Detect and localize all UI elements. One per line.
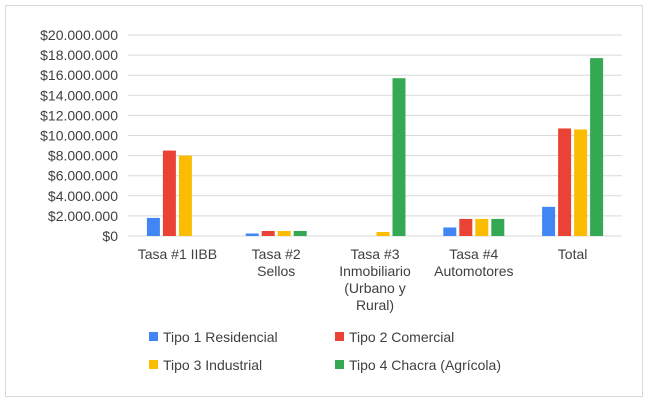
y-tick-label: $16.000.000 (40, 67, 118, 83)
y-axis-ticks: $0 $2.000.000 $4.000.000 $6.000.000 $8.000.0… (40, 27, 118, 244)
x-category-label: Tasa #3 Inmobiliario (Urbano y Rural) (339, 246, 411, 313)
y-tick-label: $0 (102, 228, 118, 244)
legend-label: Tipo 4 Chacra (Agrícola) (349, 357, 501, 373)
bar-tipo-3-industrial-4 (574, 129, 588, 236)
bar-tipo-2-comercial-0 (162, 150, 176, 236)
x-category-line: Automotores (434, 263, 513, 279)
y-tick-label: $6.000.000 (48, 168, 118, 184)
y-tick-label: $2.000.000 (48, 208, 118, 224)
bar-tipo-2-comercial-4 (558, 128, 572, 236)
x-category-label: Tasa #1 IIBB (138, 246, 217, 262)
bar-tipo-3-industrial-0 (178, 155, 192, 236)
bar-tipo-1-residencial-4 (542, 206, 556, 236)
gridlines (128, 34, 622, 237)
bars (146, 58, 604, 236)
y-tick-label: $14.000.000 (40, 87, 118, 103)
x-axis-categories: Tasa #1 IIBB Tasa #2 Sellos Tasa #3 Inmobili… (138, 246, 588, 313)
bar-tipo-3-industrial-3 (475, 218, 489, 236)
x-category-line: (Urbano y (344, 280, 405, 296)
x-category-label: Total (558, 246, 588, 262)
legend-label: Tipo 1 Residencial (163, 329, 278, 345)
bar-tipo-1-residencial-1 (245, 233, 259, 236)
x-category-line: Tasa #3 (350, 246, 399, 262)
chart-frame (5, 5, 643, 397)
legend-swatch (335, 332, 344, 341)
bar-tipo-1-residencial-0 (146, 217, 160, 236)
x-category-label: Tasa #4 Automotores (434, 246, 513, 279)
x-category-line: Tasa #1 IIBB (138, 246, 217, 262)
y-tick-label: $20.000.000 (40, 27, 118, 43)
legend-swatch (335, 360, 344, 369)
bar-tipo-4-chacra-agr-cola-4 (590, 58, 604, 236)
bar-tipo-4-chacra-agr-cola-3 (491, 218, 505, 236)
bar-tipo-4-chacra-agr-cola-1 (293, 230, 307, 236)
y-tick-label: $8.000.000 (48, 148, 118, 164)
bar-tipo-2-comercial-1 (261, 230, 275, 236)
y-tick-label: $18.000.000 (40, 47, 118, 63)
bar-tipo-3-industrial-2 (376, 231, 390, 236)
x-category-line: Total (558, 246, 588, 262)
x-category-label: Tasa #2 Sellos (252, 246, 301, 279)
x-category-line: Rural) (356, 297, 394, 313)
bar-tipo-4-chacra-agr-cola-2 (392, 78, 406, 236)
bar-tipo-1-residencial-3 (443, 227, 457, 236)
legend: Tipo 1 Residencial Tipo 2 Comercial Tipo 3… (149, 329, 501, 373)
x-category-line: Tasa #4 (449, 246, 498, 262)
y-tick-label: $12.000.000 (40, 107, 118, 123)
y-tick-label: $10.000.000 (40, 128, 118, 144)
bar-tipo-2-comercial-3 (459, 218, 473, 236)
y-tick-label: $4.000.000 (48, 188, 118, 204)
x-category-line: Inmobiliario (339, 263, 411, 279)
legend-label: Tipo 3 Industrial (163, 357, 262, 373)
x-category-line: Sellos (257, 263, 295, 279)
legend-swatch (149, 332, 158, 341)
legend-label: Tipo 2 Comercial (349, 329, 454, 345)
bar-tipo-3-industrial-1 (277, 230, 291, 236)
legend-swatch (149, 360, 158, 369)
x-category-line: Tasa #2 (252, 246, 301, 262)
